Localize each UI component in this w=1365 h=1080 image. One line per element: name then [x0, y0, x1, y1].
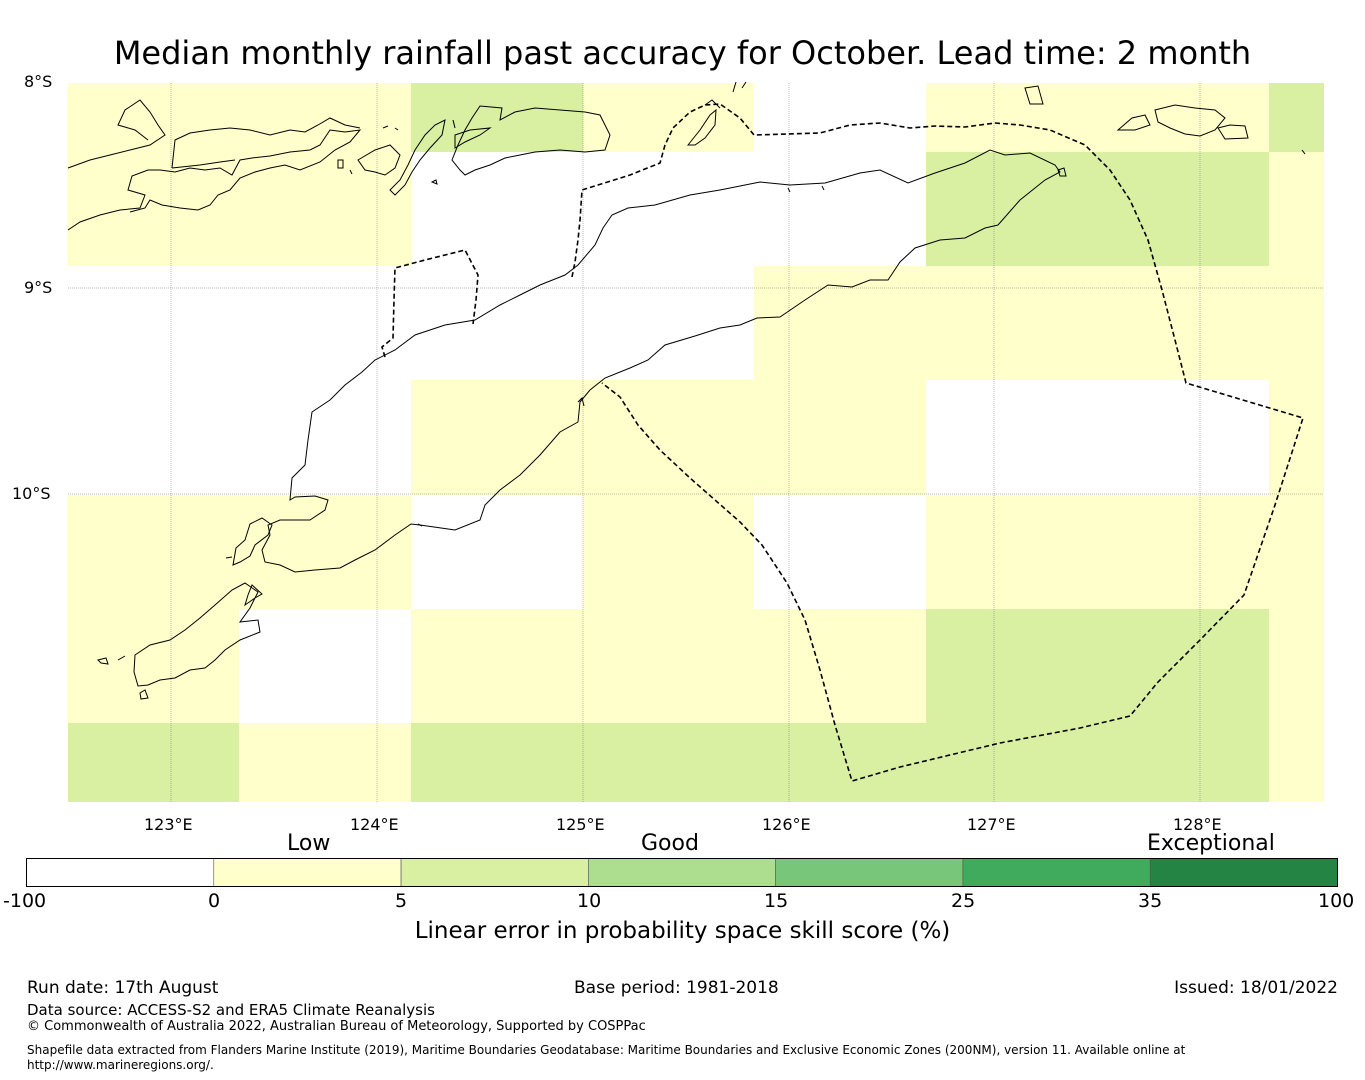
colorbar-segment — [1149, 858, 1338, 887]
lon-label: 125°E — [556, 815, 605, 834]
colorbar-tick: 35 — [1138, 890, 1163, 912]
grid-cell — [68, 609, 239, 723]
grid-cell — [68, 152, 411, 266]
lon-label: 127°E — [967, 815, 1016, 834]
data-source: Data source: ACCESS-S2 and ERA5 Climate … — [27, 1001, 435, 1019]
colorbar-tick: 100 — [1318, 890, 1355, 912]
grid-cell — [411, 609, 926, 723]
colorbar-segment — [26, 858, 215, 887]
skill-grid — [68, 83, 1324, 802]
grid-cell — [754, 266, 1324, 380]
colorbar-category-good: Good — [641, 831, 699, 856]
colorbar-category-exceptional: Exceptional — [1147, 831, 1275, 856]
colorbar-tick: 5 — [395, 890, 408, 912]
grid-cell — [68, 83, 411, 152]
colorbar-segment — [588, 858, 776, 887]
colorbar-tick: -100 — [3, 890, 47, 912]
colorbar-tick: 25 — [951, 890, 976, 912]
colorbar-tick: 10 — [577, 890, 602, 912]
grid-cell — [1269, 609, 1324, 723]
grid-cell — [68, 723, 239, 802]
colorbar-category-low: Low — [287, 831, 331, 856]
grid-cell — [583, 83, 754, 152]
colorbar-segment — [962, 858, 1151, 887]
grid-cell — [1269, 723, 1324, 802]
grid-cell — [1269, 83, 1324, 152]
shapefile-url: http://www.marineregions.org/. — [27, 1058, 214, 1072]
colorbar-segment — [213, 858, 402, 887]
chart-title: Median monthly rainfall past accuracy fo… — [113, 34, 1252, 72]
lon-label: 124°E — [350, 815, 399, 834]
grid-cell — [583, 495, 754, 609]
grid-cell — [926, 83, 1269, 152]
grid-cell — [411, 723, 1269, 802]
colorbar-label: Linear error in probability space skill … — [414, 918, 951, 944]
lat-label: 10°S — [12, 484, 51, 503]
maritime-boundary — [381, 103, 1305, 782]
grid-cell — [926, 609, 1269, 723]
grid-cell — [926, 495, 1324, 609]
grid-cell — [68, 495, 411, 609]
grid-cell — [411, 83, 583, 152]
run-date: Run date: 17th August — [27, 978, 219, 998]
colorbar-tick: 0 — [208, 890, 221, 912]
colorbar-segment — [400, 858, 589, 887]
colorbar-tick: 15 — [764, 890, 789, 912]
coastline — [67, 81, 1306, 700]
lat-label: 8°S — [24, 72, 53, 91]
lon-label: 126°E — [762, 815, 811, 834]
colorbar — [26, 858, 1338, 887]
lon-label: 128°E — [1173, 815, 1222, 834]
colorbar-segment — [775, 858, 964, 887]
grid-cell — [411, 380, 926, 495]
issued-date: Issued: 18/01/2022 — [1174, 978, 1338, 998]
shapefile-credit: Shapefile data extracted from Flanders M… — [27, 1043, 1186, 1057]
grid-cell — [239, 723, 411, 802]
copyright: © Commonwealth of Australia 2022, Austra… — [27, 1019, 646, 1034]
graticule — [68, 83, 1324, 802]
grid-cell — [1269, 152, 1324, 266]
base-period: Base period: 1981-2018 — [574, 978, 779, 998]
lat-label: 9°S — [24, 278, 53, 297]
lon-label: 123°E — [144, 815, 193, 834]
grid-cell — [926, 152, 1269, 266]
